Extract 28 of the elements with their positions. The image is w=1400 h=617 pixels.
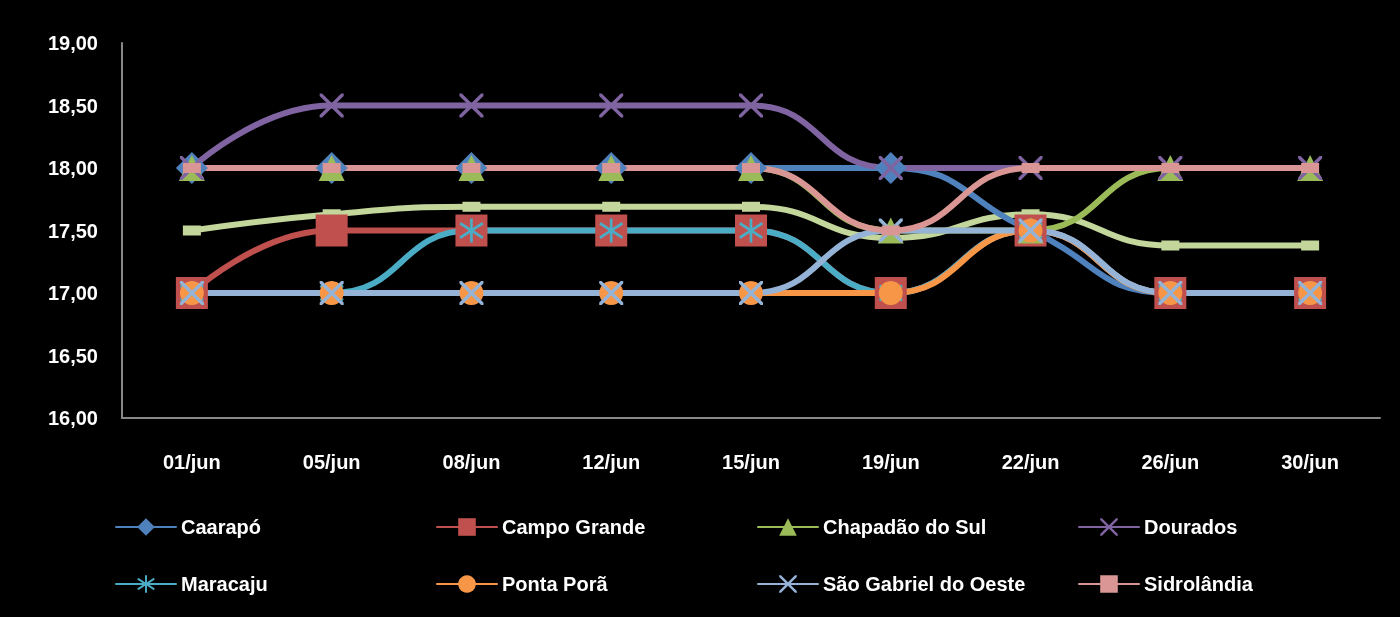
legend-label: São Gabriel do Oeste	[823, 573, 1026, 595]
y-tick-label: 16,00	[47, 407, 98, 429]
legend-label: Chapadão do Sul	[823, 516, 987, 538]
x-tick-label: 22/jun	[1001, 451, 1060, 473]
y-tick-label: 19,00	[47, 32, 98, 54]
point	[319, 93, 344, 118]
legend-label: Sidrolândia	[1144, 573, 1254, 595]
x-tick-label: 15/jun	[722, 451, 780, 473]
x-tick-label: 19/jun	[861, 451, 920, 473]
x-tick-label: 30/jun	[1281, 451, 1340, 473]
legend-label: Maracaju	[181, 573, 268, 595]
x-tick-label: 01/jun	[162, 451, 221, 473]
x-tick-label: 08/jun	[442, 451, 501, 473]
legend-label: Ponta Porã	[502, 573, 609, 595]
x-tick-label: 26/jun	[1141, 451, 1200, 473]
x-tick-label: 05/jun	[302, 451, 361, 473]
point	[315, 214, 348, 247]
legend-label: Caarapó	[181, 516, 262, 538]
x-tick-label: 12/jun	[582, 451, 641, 473]
y-tick-label: 16,50	[47, 344, 98, 367]
y-tick-label: 18,00	[47, 157, 98, 179]
y-tick-label: 17,50	[47, 219, 98, 242]
legend-label: Campo Grande	[502, 516, 646, 538]
legend-label: Dourados	[1144, 516, 1238, 538]
point	[599, 93, 624, 118]
point	[459, 93, 484, 118]
y-tick-label: 17,00	[47, 282, 98, 304]
y-tick-label: 18,50	[47, 94, 98, 117]
